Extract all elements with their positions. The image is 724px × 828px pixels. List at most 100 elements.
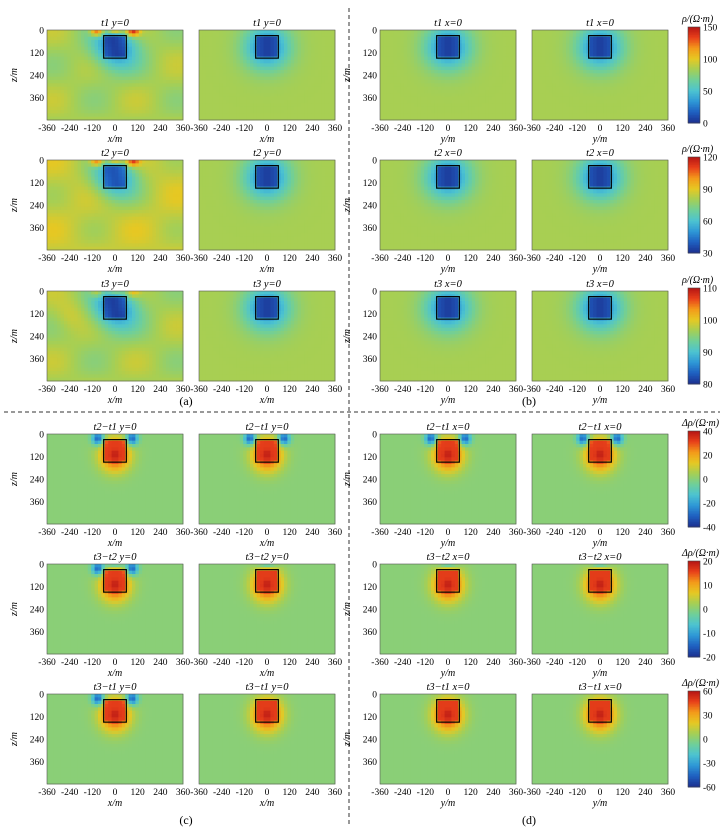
heatmap-cell [108, 47, 112, 51]
heatmap-cell [50, 30, 54, 34]
heatmap-cell [270, 70, 274, 74]
heatmap-cell [169, 97, 173, 101]
heatmap-cell [247, 103, 251, 107]
heatmap-cell [267, 80, 271, 84]
heatmap-cell [64, 70, 68, 74]
heatmap-cell [202, 103, 206, 107]
heatmap-cell [169, 87, 173, 91]
heatmap-cell [274, 30, 278, 34]
heatmap-cell [61, 83, 65, 87]
heatmap-cell [146, 37, 150, 41]
heatmap-cell [230, 53, 234, 57]
heatmap-cell [257, 70, 261, 74]
heatmap-cell [125, 63, 129, 67]
heatmap-cell [209, 47, 213, 51]
heatmap-cell [115, 67, 119, 71]
heatmap-cell [88, 60, 92, 64]
heatmap-cell [91, 90, 95, 94]
heatmap-cell [169, 67, 173, 71]
heatmap-cell [122, 80, 126, 84]
heatmap-cell [64, 53, 68, 57]
heatmap-cell [202, 93, 206, 97]
heatmap-cell [78, 77, 82, 81]
heatmap-cell [122, 103, 126, 107]
heatmap-cell [209, 103, 213, 107]
heatmap-cell [98, 40, 102, 44]
heatmap-cell [57, 97, 61, 101]
heatmap-cell [267, 40, 271, 44]
heatmap-cell [267, 113, 271, 117]
heatmap-cell [267, 47, 271, 51]
heatmap-cell [291, 113, 295, 117]
heatmap-cell [112, 40, 116, 44]
heatmap-cell [125, 30, 129, 34]
heatmap-cell [233, 103, 237, 107]
heatmap-cell [98, 30, 102, 34]
heatmap-cell [132, 33, 136, 37]
heatmap-cell [230, 80, 234, 84]
heatmap-cell [50, 80, 54, 84]
heatmap-cell [108, 43, 112, 47]
heatmap-cell [169, 100, 173, 104]
heatmap-cell [135, 60, 139, 64]
heatmap-cell [142, 93, 146, 97]
heatmap-cell [260, 93, 264, 97]
heatmap-cell [149, 73, 153, 77]
heatmap-cell [270, 90, 274, 94]
heatmap-cell [88, 57, 92, 61]
heatmap-cell [91, 63, 95, 67]
heatmap-cell [216, 90, 220, 94]
heatmap-cell [267, 53, 271, 57]
heatmap-cell [298, 90, 302, 94]
heatmap-cell [159, 57, 163, 61]
heatmap-cell [98, 57, 102, 61]
heatmap-cell [226, 70, 230, 74]
heatmap-cell [287, 107, 291, 111]
heatmap-cell [81, 77, 85, 81]
heatmap-cell [54, 107, 58, 111]
heatmap-cell [54, 67, 58, 71]
heatmap-cell [84, 67, 88, 71]
heatmap-cell [81, 80, 85, 84]
heatmap-cell [142, 110, 146, 114]
heatmap-cell [159, 47, 163, 51]
heatmap-cell [47, 70, 51, 74]
heatmap-cell [199, 70, 203, 74]
heatmap-cell [125, 73, 129, 77]
heatmap-cell [281, 80, 285, 84]
heatmap-cell [284, 90, 288, 94]
heatmap-cell [163, 67, 167, 71]
heatmap-cell [61, 110, 65, 114]
heatmap-cell [135, 77, 139, 81]
heatmap-cell [163, 93, 167, 97]
heatmap-cell [57, 37, 61, 41]
heatmap-cell [81, 90, 85, 94]
heatmap-cell [156, 50, 160, 54]
heatmap-cell [281, 63, 285, 67]
heatmap-cell [108, 90, 112, 94]
heatmap-cell [129, 77, 133, 81]
heatmap-cell [71, 83, 75, 87]
heatmap-cell [260, 97, 264, 101]
heatmap-cell [54, 93, 58, 97]
heatmap-cell [67, 67, 71, 71]
heatmap-cell [152, 73, 156, 77]
heatmap-cell [159, 93, 163, 97]
heatmap-cell [213, 67, 217, 71]
heatmap-cell [71, 110, 75, 114]
heatmap-cell [250, 80, 254, 84]
heatmap-cell [132, 107, 136, 111]
heatmap-cell [230, 67, 234, 71]
heatmap-cell [115, 87, 119, 91]
heatmap-cell [202, 63, 206, 67]
heatmap-cell [213, 107, 217, 111]
heatmap-cell [284, 50, 288, 54]
heatmap-cell [122, 30, 126, 34]
heatmap-cell [125, 70, 129, 74]
heatmap-cell [301, 37, 305, 41]
heatmap-cell [257, 77, 261, 81]
heatmap-cell [125, 93, 129, 97]
heatmap-cell [84, 43, 88, 47]
heatmap-cell [291, 30, 295, 34]
heatmap-cell [74, 47, 78, 51]
